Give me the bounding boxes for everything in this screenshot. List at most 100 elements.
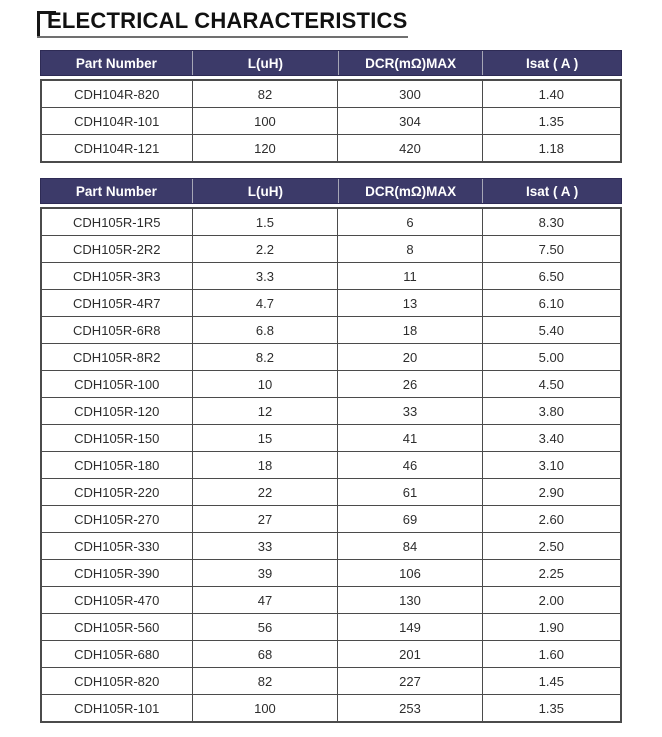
column-header: L(uH): [191, 179, 338, 203]
table-row: CDH105R-180 18 46 3.10: [40, 451, 622, 479]
isat-value-cell: 6.50: [481, 262, 622, 290]
l-value-cell: 47: [191, 586, 339, 614]
dcr-value-cell: 69: [337, 505, 483, 533]
l-value-cell: 3.3: [191, 262, 339, 290]
part-number-cell: CDH105R-820: [40, 667, 193, 695]
table-header-row: Part Number L(uH) DCR(mΩ)MAX Isat ( A ): [40, 50, 622, 76]
l-value-cell: 18: [191, 451, 339, 479]
part-number-cell: CDH104R-121: [40, 134, 193, 163]
part-number-cell: CDH104R-101: [40, 107, 193, 135]
l-value-cell: 100: [191, 694, 339, 723]
isat-value-cell: 5.40: [481, 316, 622, 344]
l-value-cell: 15: [191, 424, 339, 452]
table-row: CDH105R-120 12 33 3.80: [40, 397, 622, 425]
part-number-cell: CDH105R-2R2: [40, 235, 193, 263]
column-header: Part Number: [75, 183, 157, 199]
isat-value-cell: 3.40: [481, 424, 622, 452]
table-row: CDH104R-101 100 304 1.35: [40, 107, 622, 135]
dcr-value-cell: 11: [337, 262, 483, 290]
l-value-cell: 8.2: [191, 343, 339, 371]
dcr-value-cell: 41: [337, 424, 483, 452]
isat-value-cell: 2.25: [481, 559, 622, 587]
table-row: CDH105R-330 33 84 2.50: [40, 532, 622, 560]
isat-value-cell: 1.40: [481, 79, 622, 108]
part-number-cell: CDH105R-6R8: [40, 316, 193, 344]
l-value-cell: 39: [191, 559, 339, 587]
dcr-value-cell: 8: [337, 235, 483, 263]
l-value-cell: 56: [191, 613, 339, 641]
l-value-cell: 100: [191, 107, 339, 135]
column-header: Isat ( A ): [482, 179, 621, 203]
dcr-value-cell: 253: [337, 694, 483, 723]
table-row: CDH105R-2R2 2.2 8 7.50: [40, 235, 622, 263]
dcr-value-cell: 149: [337, 613, 483, 641]
l-value-cell: 27: [191, 505, 339, 533]
dcr-value-cell: 61: [337, 478, 483, 506]
column-header: L(uH): [191, 51, 338, 75]
isat-value-cell: 1.35: [481, 107, 622, 135]
dcr-value-cell: 106: [337, 559, 483, 587]
part-number-cell: CDH104R-820: [40, 79, 193, 108]
isat-value-cell: 7.50: [481, 235, 622, 263]
part-number-cell: CDH105R-120: [40, 397, 193, 425]
spec-table-1: Part Number L(uH) DCR(mΩ)MAX Isat ( A ) CDH…: [40, 50, 622, 163]
table-row: CDH105R-101 100 253 1.35: [40, 694, 622, 723]
part-number-cell: CDH105R-220: [40, 478, 193, 506]
isat-value-cell: 5.00: [481, 343, 622, 371]
table-body: CDH104R-820 82 300 1.40 CDH104R-101 100 304 1.3…: [40, 79, 622, 163]
dcr-value-cell: 420: [337, 134, 483, 163]
table-row: CDH105R-270 27 69 2.60: [40, 505, 622, 533]
table-row: CDH105R-8R2 8.2 20 5.00: [40, 343, 622, 371]
table-row: CDH105R-100 10 26 4.50: [40, 370, 622, 398]
dcr-value-cell: 20: [337, 343, 483, 371]
part-number-cell: CDH105R-180: [40, 451, 193, 479]
l-value-cell: 120: [191, 134, 339, 163]
part-number-cell: CDH105R-100: [40, 370, 193, 398]
part-number-cell: CDH105R-470: [40, 586, 193, 614]
isat-value-cell: 3.10: [481, 451, 622, 479]
part-number-cell: CDH105R-680: [40, 640, 193, 668]
table-row: CDH105R-220 22 61 2.90: [40, 478, 622, 506]
isat-value-cell: 1.60: [481, 640, 622, 668]
table-row: CDH105R-560 56 149 1.90: [40, 613, 622, 641]
dcr-value-cell: 304: [337, 107, 483, 135]
l-value-cell: 12: [191, 397, 339, 425]
part-number-cell: CDH105R-150: [40, 424, 193, 452]
dcr-value-cell: 26: [337, 370, 483, 398]
l-value-cell: 1.5: [191, 207, 339, 236]
part-number-cell: CDH105R-390: [40, 559, 193, 587]
page-title: ELECTRICAL CHARACTERISTICS: [47, 8, 408, 33]
isat-value-cell: 2.90: [481, 478, 622, 506]
dcr-value-cell: 18: [337, 316, 483, 344]
part-number-cell: CDH105R-270: [40, 505, 193, 533]
part-number-cell: CDH105R-1R5: [40, 207, 193, 236]
column-header: DCR(mΩ)MAX: [337, 179, 482, 203]
table-row: CDH105R-820 82 227 1.45: [40, 667, 622, 695]
tables-container: Part Number L(uH) DCR(mΩ)MAX Isat ( A ) CDH…: [40, 50, 622, 723]
column-header: DCR(mΩ)MAX: [337, 51, 482, 75]
spec-table-2: Part Number L(uH) DCR(mΩ)MAX Isat ( A ) CDH…: [40, 178, 622, 723]
dcr-value-cell: 130: [337, 586, 483, 614]
isat-value-cell: 1.90: [481, 613, 622, 641]
dcr-value-cell: 201: [337, 640, 483, 668]
section-title-block: ELECTRICAL CHARACTERISTICS: [37, 8, 408, 38]
dcr-value-cell: 13: [337, 289, 483, 317]
dcr-value-cell: 227: [337, 667, 483, 695]
dcr-value-cell: 300: [337, 79, 483, 108]
l-value-cell: 22: [191, 478, 339, 506]
isat-value-cell: 3.80: [481, 397, 622, 425]
part-number-cell: CDH105R-330: [40, 532, 193, 560]
table-row: CDH105R-470 47 130 2.00: [40, 586, 622, 614]
part-number-cell: CDH105R-8R2: [40, 343, 193, 371]
isat-value-cell: 6.10: [481, 289, 622, 317]
l-value-cell: 33: [191, 532, 339, 560]
table-row: CDH105R-150 15 41 3.40: [40, 424, 622, 452]
table-row: CDH105R-1R5 1.5 6 8.30: [40, 207, 622, 236]
isat-value-cell: 4.50: [481, 370, 622, 398]
isat-value-cell: 1.35: [481, 694, 622, 723]
part-number-cell: CDH105R-101: [40, 694, 193, 723]
isat-value-cell: 2.00: [481, 586, 622, 614]
isat-value-cell: 1.18: [481, 134, 622, 163]
table-row: CDH104R-121 120 420 1.18: [40, 134, 622, 163]
part-number-cell: CDH105R-4R7: [40, 289, 193, 317]
